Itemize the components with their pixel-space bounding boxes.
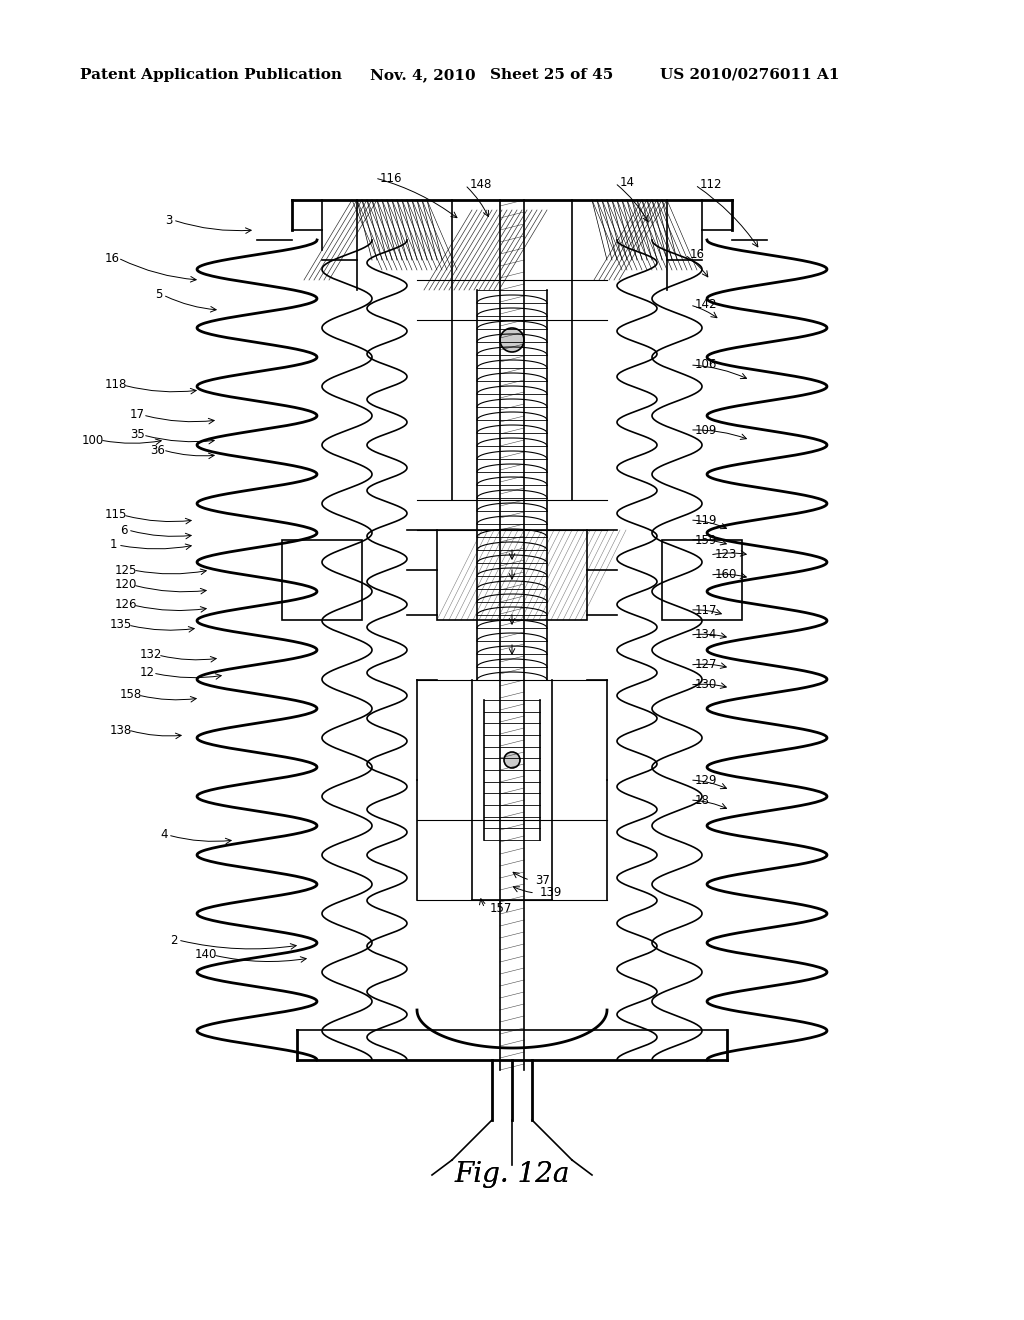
Text: 158: 158 xyxy=(120,689,142,701)
Text: 123: 123 xyxy=(715,549,737,561)
Text: 130: 130 xyxy=(695,678,717,692)
Text: 17: 17 xyxy=(130,408,145,421)
Text: 109: 109 xyxy=(695,424,718,437)
Text: 140: 140 xyxy=(195,949,217,961)
Text: 132: 132 xyxy=(140,648,163,661)
Text: 135: 135 xyxy=(110,619,132,631)
Text: 120: 120 xyxy=(115,578,137,591)
Text: 5: 5 xyxy=(155,289,163,301)
Text: Patent Application Publication: Patent Application Publication xyxy=(80,69,342,82)
Text: 37: 37 xyxy=(535,874,550,887)
Text: 117: 117 xyxy=(695,603,718,616)
Text: 148: 148 xyxy=(470,178,493,191)
Text: 134: 134 xyxy=(695,628,718,642)
Text: Fig. 12a: Fig. 12a xyxy=(455,1162,569,1188)
Bar xyxy=(282,540,362,620)
Text: 119: 119 xyxy=(695,513,718,527)
Text: 112: 112 xyxy=(700,178,723,191)
Text: Fig. 12a: Fig. 12a xyxy=(455,1162,569,1188)
Text: 142: 142 xyxy=(695,298,718,312)
Text: 6: 6 xyxy=(120,524,128,536)
Text: 3: 3 xyxy=(165,214,172,227)
Text: 1: 1 xyxy=(110,539,118,552)
Text: 127: 127 xyxy=(695,659,718,672)
Text: 160: 160 xyxy=(715,569,737,582)
Text: Nov. 4, 2010: Nov. 4, 2010 xyxy=(370,69,475,82)
Text: 16: 16 xyxy=(105,252,120,264)
Text: 138: 138 xyxy=(110,723,132,737)
Text: 126: 126 xyxy=(115,598,137,611)
Text: 125: 125 xyxy=(115,564,137,577)
Text: 35: 35 xyxy=(130,429,144,441)
Text: 36: 36 xyxy=(150,444,165,457)
Text: US 2010/0276011 A1: US 2010/0276011 A1 xyxy=(660,69,840,82)
Text: 118: 118 xyxy=(105,379,127,392)
Text: 14: 14 xyxy=(620,177,635,190)
Circle shape xyxy=(500,327,524,352)
Text: 159: 159 xyxy=(695,533,718,546)
Text: 106: 106 xyxy=(695,359,718,371)
Text: 115: 115 xyxy=(105,508,127,521)
Text: 157: 157 xyxy=(490,902,512,915)
Circle shape xyxy=(504,752,520,768)
Text: 129: 129 xyxy=(695,774,718,787)
Text: 139: 139 xyxy=(540,887,562,899)
Text: 100: 100 xyxy=(82,433,104,446)
Text: 116: 116 xyxy=(380,172,402,185)
Text: 12: 12 xyxy=(140,667,155,680)
Text: 4: 4 xyxy=(160,829,168,842)
Text: Sheet 25 of 45: Sheet 25 of 45 xyxy=(490,69,613,82)
Text: 16: 16 xyxy=(690,248,705,261)
Text: 2: 2 xyxy=(170,933,177,946)
Bar xyxy=(662,540,742,620)
Text: 18: 18 xyxy=(695,793,710,807)
Bar xyxy=(437,531,587,620)
